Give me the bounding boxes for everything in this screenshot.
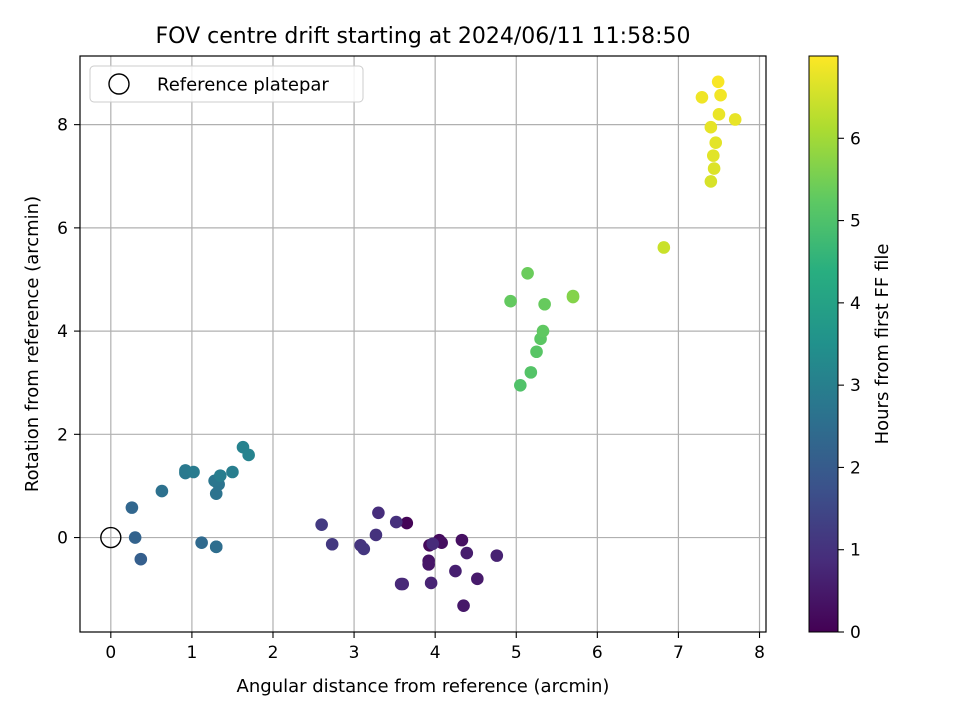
colorbar-ticks: 0 1 2 3 4 5 6 [838,129,861,643]
x-tick-label: 2 [268,643,279,663]
y-tick-label: 0 [57,529,68,549]
data-point [134,552,148,566]
data-point [155,484,169,498]
data-point [504,294,517,308]
x-tick-label: 5 [511,643,522,663]
data-point [695,90,709,104]
data-point [128,531,142,544]
data-point [538,297,551,311]
data-point [711,75,725,89]
y-tick-label: 6 [57,219,68,239]
colorbar-gradient [808,55,839,633]
data-point [714,88,727,102]
x-tick-label: 1 [186,643,197,663]
data-point [514,378,527,392]
colorbar-tick-label: 1 [850,541,861,561]
reference-marker [100,526,122,549]
axis-ticks: 0 1 2 3 4 5 6 7 8 0 2 4 6 8 [57,116,765,663]
data-point [400,516,414,530]
data-point [709,136,723,150]
reference-platepar-point [100,526,122,549]
data-point [242,448,255,462]
data-point [712,108,726,121]
colorbar-tick-label: 4 [850,294,861,314]
data-point [372,506,385,520]
data-point [657,241,671,254]
data-point [490,549,504,562]
data-point [704,175,718,188]
data-point [728,113,742,126]
data-point [536,324,550,338]
colorbar-label: Hours from first FF file [872,244,893,445]
data-point [213,469,227,482]
data-point [422,558,435,571]
legend-open-circle-icon [108,73,130,95]
data-point [426,537,440,551]
chart-title: FOV centre drift starting at 2024/06/11 … [156,24,691,49]
data-point [524,366,538,379]
data-point [455,533,469,547]
data-point [315,518,328,531]
data-point [530,345,543,359]
legend-box [89,65,364,103]
data-point [195,536,208,550]
data-point [389,515,403,529]
data-point [707,162,721,175]
data-points [125,75,742,612]
data-point [125,501,139,514]
y-tick-label: 8 [57,116,68,136]
data-point [424,576,438,590]
colorbar-tick-label: 5 [850,212,861,232]
data-point [457,599,470,612]
data-point [460,546,474,560]
data-point [566,290,580,304]
data-point [706,149,720,162]
data-point [449,564,462,578]
y-tick-label: 4 [57,322,68,342]
colorbar-tick-label: 6 [850,129,861,149]
data-point [325,537,339,551]
data-point [369,528,383,542]
data-point [226,465,239,479]
data-point [357,542,371,556]
y-axis-label: Rotation from reference (arcmin) [22,196,43,492]
x-tick-label: 7 [673,643,684,663]
data-point [187,465,200,479]
legend: Reference platepar [89,65,364,103]
y-tick-label: 2 [57,425,68,445]
x-tick-label: 6 [592,643,603,663]
data-point [704,120,718,134]
colorbar: 0 1 2 3 4 5 6 Hours from first FF file [808,55,893,643]
x-tick-label: 3 [349,643,360,663]
x-axis-label: Angular distance from reference (arcmin) [237,676,610,697]
legend-entry-label: Reference platepar [157,75,329,96]
plot-frame [79,55,767,633]
data-point [394,577,408,591]
data-point [471,572,484,586]
x-tick-label: 0 [105,643,116,663]
colorbar-tick-label: 2 [850,458,861,478]
data-point [521,266,534,280]
data-point [209,540,223,554]
grid [80,56,766,632]
colorbar-tick-label: 0 [850,623,861,643]
x-tick-label: 4 [430,643,441,663]
x-tick-label: 8 [754,643,765,663]
colorbar-tick-label: 3 [850,376,861,396]
